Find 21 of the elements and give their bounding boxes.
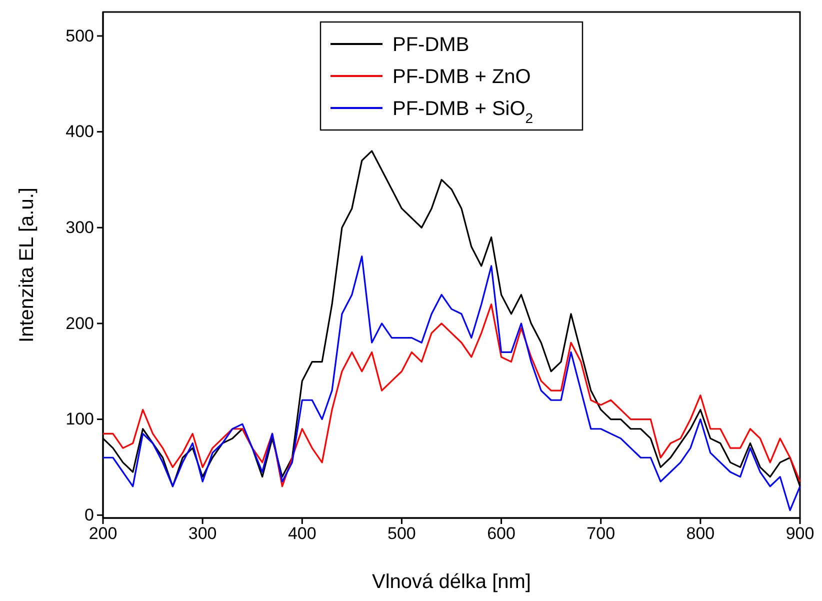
legend-label: PF-DMB xyxy=(392,34,470,56)
x-tick-label: 500 xyxy=(388,524,416,544)
legend-label: PF-DMB + ZnO xyxy=(392,66,531,88)
y-tick-label: 400 xyxy=(66,122,94,142)
line-series xyxy=(102,303,801,488)
x-axis-title: Vlnová délka [nm] xyxy=(372,571,531,593)
y-tick-label: 300 xyxy=(66,218,94,238)
y-tick-label: 200 xyxy=(66,314,94,333)
x-tick-label: 300 xyxy=(188,524,217,544)
y-tick-label: 0 xyxy=(84,506,94,525)
x-tick-label: 600 xyxy=(487,524,516,544)
x-tick-label: 200 xyxy=(88,524,118,544)
x-tick-label: 800 xyxy=(686,524,715,544)
line-series xyxy=(102,256,801,512)
x-tick-label: 900 xyxy=(786,524,814,544)
legend-label: PF-DMB + SiO$_{2}$ xyxy=(392,98,534,126)
x-tick-label: 400 xyxy=(288,524,316,544)
y-axis-title: Intenzita EL [a.u.] xyxy=(16,188,38,342)
y-tick-label: 100 xyxy=(66,410,94,429)
x-tick-label: 700 xyxy=(586,524,616,544)
y-tick-label: 500 xyxy=(66,26,94,46)
